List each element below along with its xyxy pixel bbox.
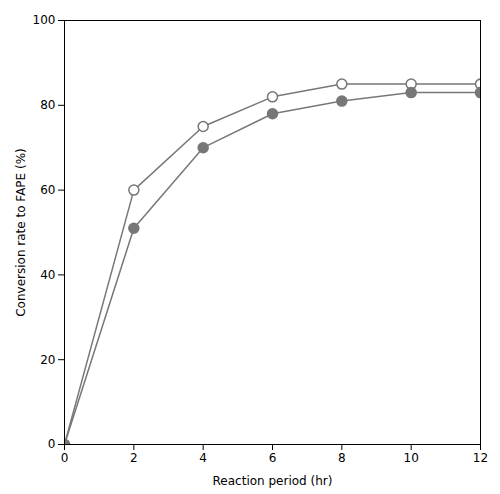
svg-text:12: 12 — [473, 451, 488, 465]
svg-text:20: 20 — [40, 353, 55, 367]
svg-text:10: 10 — [404, 451, 419, 465]
svg-text:0: 0 — [61, 451, 69, 465]
svg-text:6: 6 — [269, 451, 277, 465]
svg-text:Reaction period (hr): Reaction period (hr) — [213, 474, 333, 488]
svg-text:4: 4 — [199, 451, 207, 465]
svg-text:80: 80 — [40, 98, 55, 112]
svg-text:40: 40 — [40, 268, 55, 282]
svg-text:100: 100 — [33, 13, 56, 27]
svg-text:Conversion rate to FAPE (%): Conversion rate to FAPE (%) — [14, 148, 28, 317]
svg-text:2: 2 — [130, 451, 138, 465]
svg-text:60: 60 — [40, 183, 55, 197]
svg-text:8: 8 — [338, 451, 346, 465]
svg-text:0: 0 — [48, 437, 56, 451]
